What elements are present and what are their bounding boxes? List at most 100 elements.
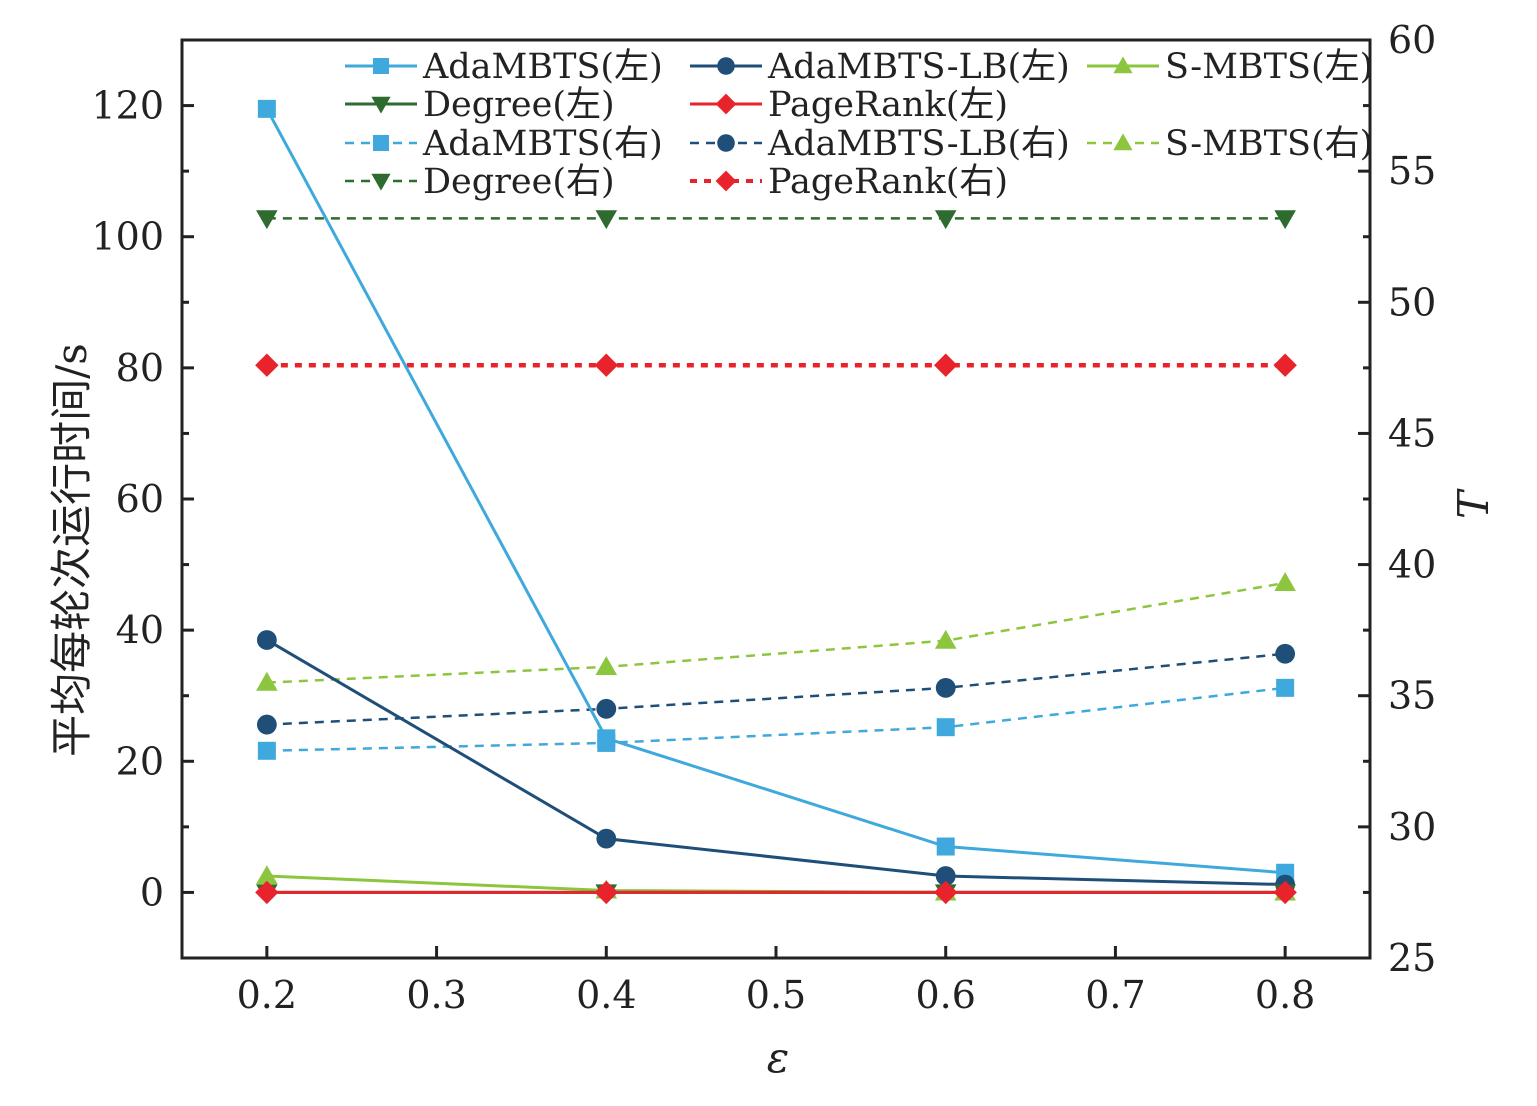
- legend-item-2: S-MBTS(左): [1087, 47, 1373, 87]
- series-line: [266, 638, 1286, 887]
- legend-item-6: AdaMBTS-LB(右): [690, 124, 1070, 164]
- legend-marker: [1113, 133, 1133, 151]
- data-point: [1273, 880, 1297, 905]
- legend-item-8: Degree(右): [345, 162, 615, 202]
- legend-item-5: AdaMBTS(右): [345, 124, 663, 164]
- y-right-tick-label: 30: [1388, 805, 1436, 849]
- series-line: [266, 581, 1286, 684]
- y-left-tick-label: 60: [116, 477, 164, 521]
- legend-marker: [715, 93, 737, 115]
- data-point: [257, 741, 276, 760]
- x-tick-label: 0.3: [406, 973, 466, 1017]
- legend-marker: [371, 96, 391, 114]
- x-tick-label: 0.2: [237, 973, 297, 1017]
- y-right-tick-label: 55: [1388, 149, 1436, 193]
- series-line: [265, 108, 1286, 875]
- legend-item-7: S-MBTS(右): [1087, 124, 1373, 164]
- legend-marker: [371, 173, 391, 191]
- series-2: [256, 865, 1296, 901]
- legend-item-3: Degree(左): [345, 85, 615, 125]
- legend-label: AdaMBTS(右): [422, 124, 663, 164]
- data-point: [597, 729, 616, 748]
- data-point: [1273, 353, 1297, 377]
- series-layer: [255, 99, 1297, 905]
- data-point: [594, 353, 618, 377]
- y-left-tick-label: 40: [116, 608, 164, 652]
- series-8: [256, 210, 1296, 230]
- legend-item-1: AdaMBTS-LB(左): [690, 47, 1070, 87]
- axis-ticks: 0.2 0.3 0.4 0.5 0.6 0.7 0.8 0 20 40 60 80 100 120 25 30…: [91, 18, 1436, 1017]
- data-point: [936, 718, 955, 737]
- series-4: [255, 880, 1297, 905]
- data-point: [596, 698, 617, 719]
- y-left-tick-label: 20: [116, 739, 164, 783]
- y-right-tick-label: 40: [1388, 543, 1436, 587]
- x-tick-label: 0.5: [746, 973, 806, 1017]
- legend-label: PageRank(右): [768, 162, 1008, 202]
- data-point: [1275, 643, 1296, 664]
- data-point: [257, 99, 276, 118]
- legend-label: PageRank(左): [768, 85, 1008, 125]
- legend-item-4: PageRank(左): [690, 85, 1008, 125]
- x-axis-title: ε: [767, 1033, 790, 1082]
- x-tick-label: 0.7: [1085, 973, 1145, 1017]
- series-6: [256, 643, 1296, 735]
- legend-marker: [1113, 56, 1133, 74]
- data-point: [256, 865, 278, 885]
- legend-marker: [717, 134, 735, 152]
- x-tick-label: 0.6: [915, 973, 975, 1017]
- data-point: [596, 828, 617, 849]
- data-point: [934, 210, 957, 230]
- data-point: [256, 714, 277, 735]
- data-point: [256, 210, 278, 230]
- data-point: [595, 210, 618, 230]
- series-line: [266, 686, 1286, 753]
- data-point: [256, 630, 277, 650]
- legend-label: S-MBTS(左): [1165, 47, 1373, 87]
- data-point: [1274, 210, 1296, 230]
- legend-item-9: PageRank(右): [690, 162, 1008, 202]
- legend-label: Degree(右): [423, 162, 615, 202]
- legend-item-0: AdaMBTS(左): [345, 47, 663, 87]
- data-point: [934, 353, 958, 377]
- data-point: [934, 880, 958, 905]
- y-right-tick-label: 25: [1388, 936, 1436, 980]
- series-9: [255, 353, 1297, 377]
- data-point: [936, 837, 955, 856]
- legend-label: AdaMBTS-LB(右): [767, 124, 1070, 164]
- data-point: [595, 656, 618, 675]
- series-1: [256, 630, 1296, 895]
- series-7: [256, 572, 1296, 691]
- y-left-tick-label: 100: [91, 215, 164, 259]
- legend: AdaMBTS(左) AdaMBTS-LB(左) S-MBTS(左) Degree(左…: [345, 47, 1373, 202]
- series-line: [266, 652, 1286, 726]
- data-point: [256, 671, 278, 691]
- series-5: [257, 678, 1295, 760]
- legend-label: AdaMBTS-LB(左): [767, 47, 1070, 87]
- data-point: [935, 866, 956, 886]
- y-right-tick-label: 35: [1388, 674, 1436, 718]
- legend-marker: [717, 57, 735, 75]
- y-axis-title-left: 平均每轮次运行时间/s: [47, 343, 96, 757]
- data-point: [1274, 572, 1296, 592]
- data-point: [1276, 678, 1295, 697]
- y-right-tick-label: 45: [1388, 411, 1436, 455]
- data-point: [935, 677, 956, 698]
- y-axis-title-right: T: [1449, 488, 1498, 519]
- series-line: [266, 874, 1286, 894]
- legend-label: S-MBTS(右): [1165, 124, 1373, 164]
- y-left-tick-label: 80: [116, 346, 164, 390]
- legend-marker: [373, 58, 389, 74]
- data-point: [255, 880, 279, 905]
- y-left-tick-label: 120: [91, 84, 164, 128]
- x-tick-label: 0.8: [1255, 973, 1315, 1017]
- legend-label: AdaMBTS(左): [422, 47, 663, 87]
- y-right-tick-label: 60: [1388, 18, 1436, 62]
- y-right-tick-label: 50: [1388, 280, 1436, 324]
- legend-marker: [715, 170, 737, 192]
- y-left-tick-label: 0: [140, 870, 164, 914]
- legend-label: Degree(左): [423, 85, 615, 125]
- x-tick-label: 0.4: [576, 973, 636, 1017]
- data-point: [594, 880, 618, 905]
